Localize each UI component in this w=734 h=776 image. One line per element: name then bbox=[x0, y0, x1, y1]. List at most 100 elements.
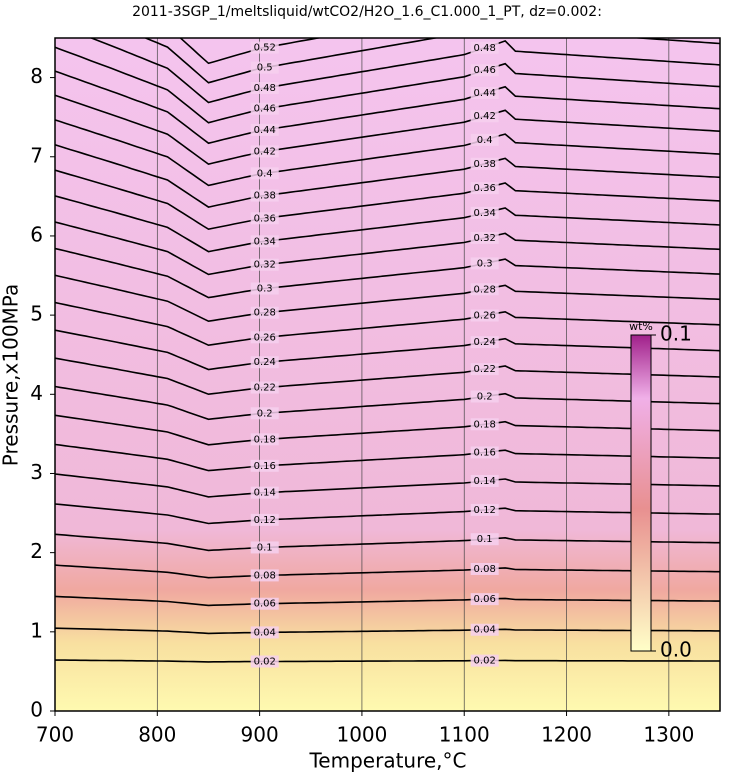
contour-label: 0.42 bbox=[474, 111, 496, 122]
contour-label-bg bbox=[250, 356, 279, 369]
contour-label-bg bbox=[250, 626, 279, 639]
contour-labels: 0.02 0.02 0.04 0.04 0.06 0.06 0.08 0.08 0.1 0.1 0.… bbox=[250, 41, 499, 668]
contour-line bbox=[55, 627, 720, 635]
contour-label: 0.36 bbox=[474, 183, 496, 194]
contour-label-bg bbox=[250, 433, 279, 446]
contour-label-bg bbox=[250, 167, 279, 180]
contour-label: 0.32 bbox=[474, 233, 496, 244]
contour-label-bg bbox=[250, 541, 279, 554]
x-tick-label: 700 bbox=[36, 723, 74, 747]
contour-line bbox=[55, 247, 720, 299]
contour-line bbox=[55, 221, 720, 276]
y-tick-label: 4 bbox=[30, 381, 43, 405]
contour-label-bg bbox=[250, 123, 279, 136]
contour-label: 0.44 bbox=[474, 88, 496, 99]
colorbar-tick-label: 0.1 bbox=[660, 322, 692, 346]
y-tick-label: 0 bbox=[30, 698, 43, 722]
colorbar-tick-label: 0.0 bbox=[660, 638, 692, 662]
contour-label: 0.3 bbox=[477, 258, 493, 269]
contour-label-bg bbox=[470, 533, 499, 546]
contour-line bbox=[55, 385, 720, 421]
contour-label-bg bbox=[470, 309, 499, 322]
contour-label-bg bbox=[470, 157, 499, 170]
contour-label-bg bbox=[470, 654, 499, 667]
contour-label-bg bbox=[250, 41, 279, 54]
contour-label-bg bbox=[250, 81, 279, 94]
contour-label-bg bbox=[250, 258, 279, 271]
contour-label: 0.46 bbox=[254, 104, 276, 115]
contour-label: 0.12 bbox=[254, 515, 276, 526]
contour-line bbox=[55, 533, 720, 552]
contour-label-bg bbox=[250, 306, 279, 319]
contour-label-bg bbox=[470, 474, 499, 487]
y-tick-label: 5 bbox=[30, 302, 43, 326]
y-tick-label: 2 bbox=[30, 539, 43, 563]
contour-line bbox=[143, 38, 720, 84]
contour-label: 0.48 bbox=[254, 83, 276, 94]
x-tick-label: 1300 bbox=[643, 723, 694, 747]
contour-label-bg bbox=[470, 446, 499, 459]
contour-line bbox=[89, 38, 720, 104]
contour-label-bg bbox=[250, 486, 279, 499]
contour-label: 0.02 bbox=[474, 656, 496, 667]
contour-label-bg bbox=[250, 381, 279, 394]
contour-label-bg bbox=[250, 655, 279, 668]
contour-label-bg bbox=[470, 363, 499, 376]
contour-label: 0.06 bbox=[474, 594, 496, 605]
contours bbox=[55, 38, 720, 663]
contour-label: 0.24 bbox=[254, 357, 276, 368]
contour-label-bg bbox=[250, 189, 279, 202]
x-tick-label: 900 bbox=[241, 723, 279, 747]
contour-line bbox=[55, 119, 720, 187]
contour-label-bg bbox=[470, 503, 499, 516]
contour-label-bg bbox=[250, 102, 279, 115]
contour-label: 0.4 bbox=[257, 168, 273, 179]
contour-label: 0.44 bbox=[254, 125, 276, 136]
contour-label-bg bbox=[470, 390, 499, 403]
contour-label: 0.1 bbox=[257, 542, 273, 553]
contour-label-bg bbox=[470, 283, 499, 296]
x-tick-label: 1000 bbox=[336, 723, 387, 747]
contour-line bbox=[55, 94, 720, 165]
contour-label-bg bbox=[470, 418, 499, 431]
contour-label: 0.02 bbox=[254, 657, 276, 668]
contour-line bbox=[55, 473, 720, 498]
y-tick-label: 6 bbox=[30, 222, 43, 246]
contour-label-bg bbox=[250, 61, 279, 74]
contour-label-bg bbox=[470, 110, 499, 123]
contour-label-bg bbox=[470, 206, 499, 219]
x-tick-label: 800 bbox=[138, 723, 176, 747]
chart-title: 2011-3SGP_1/meltsliquid/wtCO2/H2O_1.6_C1… bbox=[132, 4, 602, 20]
contour-label: 0.32 bbox=[254, 260, 276, 271]
contour-line bbox=[55, 595, 720, 607]
contour-line bbox=[55, 70, 720, 145]
contour-label-bg bbox=[470, 231, 499, 244]
contour-line bbox=[55, 195, 720, 253]
contour-label: 0.26 bbox=[254, 332, 276, 343]
contour-label: 0.16 bbox=[254, 461, 276, 472]
colorbar bbox=[630, 334, 652, 652]
plot-frame bbox=[54, 37, 721, 712]
contour-label: 0.34 bbox=[254, 236, 276, 247]
contour-label: 0.22 bbox=[254, 383, 276, 394]
x-axis-label: Temperature,°C bbox=[308, 749, 466, 773]
contour-line bbox=[55, 169, 720, 231]
contour-label: 0.28 bbox=[254, 308, 276, 319]
contour-line bbox=[55, 274, 720, 323]
colorbar-label: wt% bbox=[629, 320, 653, 333]
contour-label: 0.34 bbox=[474, 208, 496, 219]
contour-label: 0.24 bbox=[474, 337, 496, 348]
x-tick-label: 1100 bbox=[439, 723, 490, 747]
y-tick-label: 3 bbox=[30, 460, 43, 484]
contour-label-bg bbox=[250, 459, 279, 472]
contour-label: 0.48 bbox=[474, 43, 496, 54]
contour-line bbox=[55, 46, 720, 124]
contour-label: 0.18 bbox=[474, 419, 496, 430]
contour-line bbox=[55, 329, 720, 371]
contour-label: 0.06 bbox=[254, 599, 276, 610]
contour-label-bg bbox=[470, 41, 499, 54]
contour-label: 0.08 bbox=[254, 570, 276, 581]
contour-label: 0.08 bbox=[474, 564, 496, 575]
contour-line bbox=[55, 144, 720, 208]
contour-label: 0.16 bbox=[474, 447, 496, 458]
